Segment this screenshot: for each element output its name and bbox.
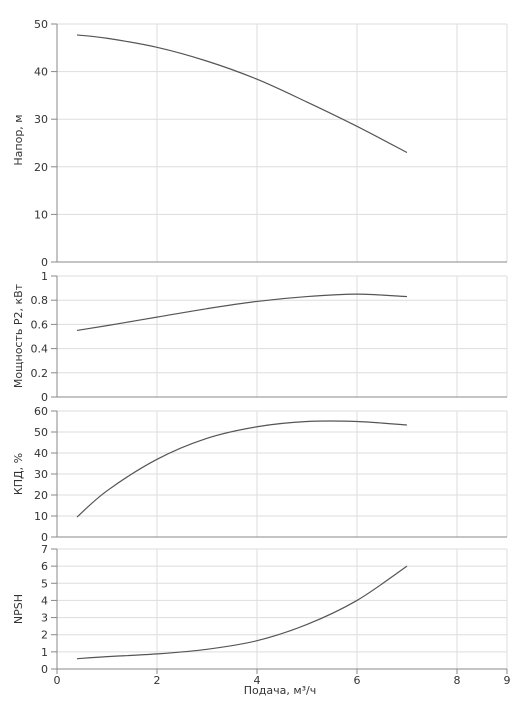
efficiency-ytick-label: 30 bbox=[34, 468, 48, 481]
power-ytick-label: 0.8 bbox=[31, 294, 49, 307]
efficiency-ytick-label: 0 bbox=[41, 531, 48, 544]
x-tick-label: 6 bbox=[354, 674, 361, 687]
x-tick-label: 4 bbox=[254, 674, 261, 687]
npsh-ytick-label: 4 bbox=[41, 594, 48, 607]
npsh-ytick-label: 7 bbox=[41, 543, 48, 556]
efficiency-ytick-label: 50 bbox=[34, 426, 48, 439]
efficiency-ytick-label: 60 bbox=[34, 405, 48, 418]
power-ytick-label: 0.4 bbox=[31, 343, 49, 356]
head-ytick-label: 0 bbox=[41, 256, 48, 269]
head-y-axis-title: Напор, м bbox=[12, 114, 25, 165]
power-ytick-label: 1 bbox=[41, 270, 48, 283]
x-tick-label: 9 bbox=[504, 674, 511, 687]
head-ytick-label: 30 bbox=[34, 113, 48, 126]
power-series-line bbox=[76, 293, 408, 332]
x-tick-label: 0 bbox=[54, 674, 61, 687]
efficiency-ytick-label: 10 bbox=[34, 510, 48, 523]
power-ytick-label: 0.6 bbox=[31, 318, 49, 331]
head-ytick-label: 50 bbox=[34, 18, 48, 31]
efficiency-series-line bbox=[76, 420, 408, 518]
efficiency-ytick-label: 20 bbox=[34, 489, 48, 502]
npsh-ytick-label: 1 bbox=[41, 646, 48, 659]
head-ytick-label: 10 bbox=[34, 208, 48, 221]
npsh-ytick-label: 2 bbox=[41, 629, 48, 642]
power-ytick-label: 0 bbox=[41, 391, 48, 404]
head-ytick-label: 40 bbox=[34, 66, 48, 79]
npsh-ytick-label: 3 bbox=[41, 612, 48, 625]
x-axis-title: Подача, м³/ч bbox=[244, 684, 317, 697]
npsh-ytick-label: 0 bbox=[41, 663, 48, 676]
head-ytick-label: 20 bbox=[34, 161, 48, 174]
npsh-y-axis-title: NPSH bbox=[12, 594, 25, 624]
npsh-ytick-label: 5 bbox=[41, 577, 48, 590]
power-ytick-label: 0.2 bbox=[31, 367, 49, 380]
efficiency-ytick-label: 40 bbox=[34, 447, 48, 460]
x-tick-label: 2 bbox=[154, 674, 161, 687]
npsh-ytick-label: 6 bbox=[41, 560, 48, 573]
x-tick-label: 8 bbox=[454, 674, 461, 687]
head-series-line bbox=[76, 34, 408, 154]
power-y-axis-title: Мощность Р2, кВт bbox=[12, 283, 25, 388]
npsh-series-line bbox=[76, 565, 408, 660]
efficiency-y-axis-title: КПД, % bbox=[12, 453, 25, 495]
